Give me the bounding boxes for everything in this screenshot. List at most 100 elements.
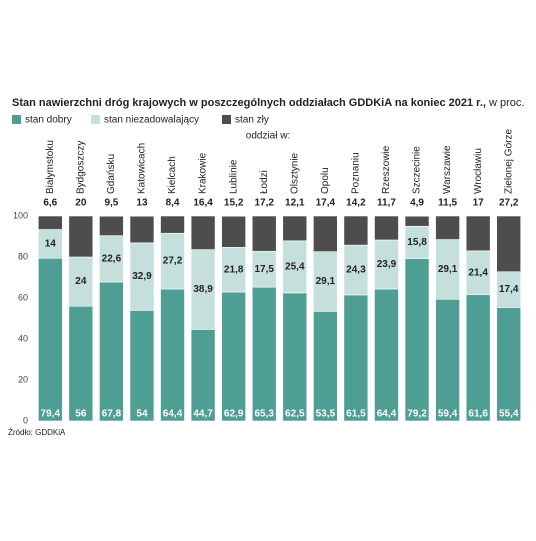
bar-segment [37, 215, 63, 230]
value-label: 44,7 [193, 409, 213, 420]
y-tick-label: 20 [18, 374, 28, 384]
bar-segment [465, 215, 491, 252]
value-label: 17,2 [254, 198, 274, 209]
value-label: 29,1 [438, 264, 458, 275]
bar-segment [313, 311, 338, 422]
bar-segment [251, 250, 277, 288]
x-tick-label: Warszawie [442, 145, 453, 194]
x-tick-label: Kielcach [167, 156, 178, 194]
bar-segment [190, 249, 216, 330]
bar-segment [68, 305, 94, 422]
x-tick-label: Szczecinie [412, 146, 423, 194]
bar-segment [99, 215, 124, 236]
value-label: 64,4 [377, 409, 397, 420]
value-label: 13 [136, 198, 148, 209]
value-label: 12,1 [285, 198, 305, 209]
value-label: 27,2 [163, 256, 183, 267]
bar-segment [129, 242, 155, 311]
x-tick-label: Rzeszowie [381, 145, 392, 194]
bar-segment [465, 294, 491, 422]
legend-label: stan dobry [25, 115, 72, 126]
bar-segment [160, 232, 185, 290]
value-label: 15,2 [224, 198, 244, 209]
value-label: 56 [75, 409, 87, 420]
x-tick-label: Łodzi [259, 170, 270, 194]
bar-segment [282, 215, 308, 242]
value-label: 8,4 [166, 198, 180, 209]
value-label: 29,1 [316, 276, 336, 287]
x-axis-label: oddział w: [246, 131, 290, 142]
bar-segment [99, 281, 124, 422]
bar-segment [343, 294, 369, 422]
x-tick-label: Krakowie [198, 152, 209, 194]
value-label: 4,9 [410, 198, 424, 209]
bar-segment [221, 291, 246, 422]
bar-segment [68, 256, 94, 307]
bar-segment [313, 251, 338, 312]
chart-subtitle: w proc. [488, 97, 524, 109]
chart-title: Stan nawierzchni dróg krajowych w poszcz… [12, 97, 486, 109]
bar-segment [37, 257, 63, 422]
bar-segment [496, 307, 522, 422]
bar-segment [343, 215, 369, 246]
x-tick-label: Poznaniu [351, 152, 362, 194]
value-label: 24,3 [346, 265, 366, 276]
value-label: 32,9 [132, 271, 152, 282]
bar-segment [129, 215, 155, 244]
bar-segment [37, 229, 63, 259]
value-label: 17,4 [316, 198, 336, 209]
bar-segment [496, 215, 522, 273]
value-label: 16,4 [193, 198, 213, 209]
value-label: 11,5 [438, 198, 457, 209]
chart-title-line: Stan nawierzchni dróg krajowych w poszcz… [12, 97, 524, 109]
y-tick-label: 100 [13, 210, 28, 220]
x-tick-label: Wrocławiu [473, 148, 484, 194]
value-label: 17 [473, 198, 485, 209]
value-label: 62,9 [224, 409, 244, 420]
legend-label: stan niezadowalający [104, 115, 199, 126]
value-label: 54 [136, 409, 148, 420]
bar-segment [404, 215, 430, 227]
value-label: 20 [75, 198, 87, 209]
value-label: 53,5 [316, 409, 336, 420]
bar-segment [160, 288, 185, 422]
value-label: 27,2 [499, 198, 519, 209]
value-label: 55,4 [499, 409, 519, 420]
bar-segment [190, 329, 216, 422]
y-tick-label: 40 [18, 333, 28, 343]
value-label: 22,6 [102, 253, 122, 264]
x-tick-label: Bydgoszczy [75, 141, 86, 194]
value-label: 24 [75, 276, 87, 287]
value-label: 14,2 [346, 198, 366, 209]
x-tick-label: Zielonej Górze [503, 129, 514, 194]
x-tick-label: Opolu [320, 167, 331, 194]
x-tick-label: Olsztynie [289, 152, 300, 194]
bar-segment [343, 244, 369, 296]
x-tick-label: Lublinie [228, 159, 239, 194]
bar-segment [160, 215, 185, 234]
value-label: 17,4 [499, 284, 519, 295]
value-label: 79,2 [407, 409, 427, 420]
bar-segment [221, 215, 246, 248]
bar-segment [404, 225, 430, 259]
value-label: 14 [45, 239, 57, 250]
value-label: 61,5 [346, 409, 366, 420]
value-label: 21,8 [224, 264, 244, 275]
bar-segment [282, 292, 308, 422]
value-label: 38,9 [193, 284, 213, 295]
value-label: 6,6 [43, 198, 57, 209]
value-label: 64,4 [163, 409, 183, 420]
bar-segment [374, 239, 399, 290]
value-label: 59,4 [438, 409, 458, 420]
bar-segment [465, 250, 491, 296]
x-tick-label: Katowicach [137, 143, 148, 194]
value-label: 9,5 [104, 198, 118, 209]
x-tick-label: Gdańsku [106, 154, 117, 194]
value-label: 17,5 [254, 264, 274, 275]
legend-swatch [91, 115, 100, 124]
value-label: 23,9 [377, 259, 397, 270]
value-label: 67,8 [102, 409, 122, 420]
y-tick-label: 80 [18, 251, 28, 261]
bar-segment [435, 215, 460, 240]
